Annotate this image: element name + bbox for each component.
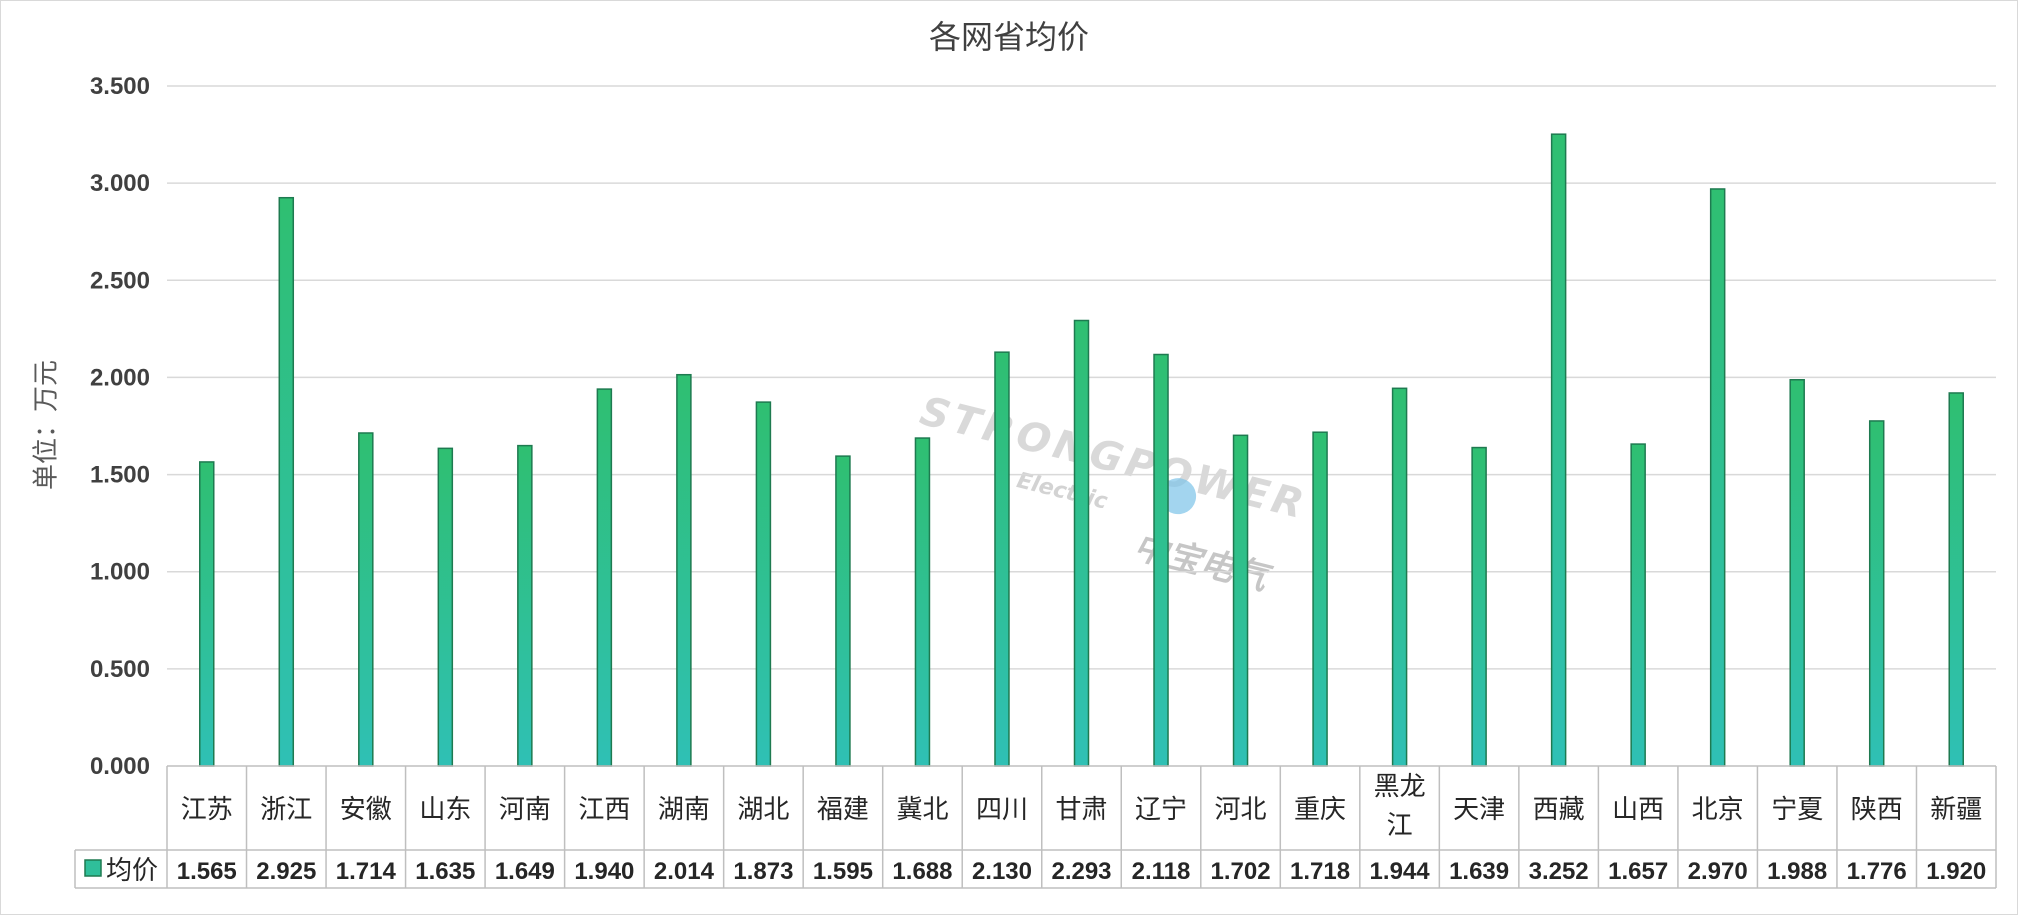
watermark-globe [1160, 478, 1197, 515]
data-label: 1.873 [733, 858, 793, 885]
y-tick-label: 1.000 [90, 559, 150, 586]
bar [517, 444, 533, 767]
data-label: 1.649 [495, 858, 555, 885]
x-tick-label: 河北 [1215, 795, 1267, 825]
bar [835, 455, 851, 767]
bar [1073, 319, 1090, 767]
x-tick-label: 湖北 [737, 795, 789, 825]
bar [358, 432, 374, 767]
watermark-line3: 中宝电气 [1130, 527, 1276, 600]
x-tick-label: 宁夏 [1771, 795, 1823, 825]
data-label: 2.118 [1132, 858, 1191, 885]
x-tick-label: 辽宁 [1135, 795, 1187, 825]
data-label: 2.925 [256, 858, 316, 885]
chart-title: 各网省均价 [928, 18, 1089, 56]
bar [1630, 443, 1646, 767]
bar [278, 196, 295, 767]
data-label: 3.252 [1529, 858, 1589, 885]
x-tick-label: 四川 [976, 795, 1028, 825]
x-tick-label: 江苏 [181, 795, 233, 825]
bar [1153, 353, 1169, 767]
data-label: 1.702 [1211, 858, 1271, 885]
bar [1312, 431, 1328, 767]
data-label: 1.635 [415, 858, 475, 885]
bar [1789, 379, 1805, 767]
legend-key [84, 859, 102, 877]
x-tick-label: 甘肃 [1055, 795, 1107, 825]
x-tick-label: 重庆 [1294, 795, 1346, 825]
data-label: 1.718 [1290, 858, 1350, 885]
data-label: 1.988 [1767, 858, 1827, 885]
y-tick-label: 0.500 [90, 656, 150, 683]
y-tick-label: 1.500 [90, 462, 150, 489]
x-tick-label: 福建 [817, 795, 869, 825]
bar [914, 437, 931, 767]
data-label: 1.595 [813, 858, 873, 885]
y-tick-label: 2.500 [90, 267, 150, 294]
x-tick-label: 浙江 [260, 795, 312, 825]
data-label: 1.920 [1926, 858, 1986, 885]
bar [676, 373, 692, 767]
data-label: 1.944 [1370, 858, 1431, 885]
x-tick-label: 湖南 [658, 795, 710, 825]
x-tick-label: 河南 [499, 795, 551, 825]
x-tick-label: 江西 [578, 795, 630, 825]
bar [596, 388, 613, 767]
x-tick-label: 黑龙 [1374, 772, 1426, 802]
watermark-line1: STRONGPOWER [916, 388, 1312, 529]
data-label: 1.776 [1847, 858, 1907, 885]
bar [199, 461, 215, 767]
x-tick-label: 江 [1387, 811, 1413, 841]
data-label: 1.565 [177, 858, 237, 885]
x-tick-label: 陕西 [1851, 795, 1903, 825]
x-tick-label: 安徽 [340, 795, 392, 825]
y-tick-label: 0.000 [90, 753, 150, 780]
data-label: 1.657 [1608, 858, 1668, 885]
bar [1709, 188, 1726, 767]
data-label: 1.940 [574, 858, 634, 885]
x-tick-label: 新疆 [1930, 795, 1982, 825]
x-tick-label: 西藏 [1533, 795, 1585, 825]
legend-label: 均价 [106, 856, 158, 886]
data-label: 2.293 [1051, 858, 1111, 885]
x-tick-label: 山东 [419, 795, 471, 825]
y-tick-label: 3.500 [90, 73, 150, 100]
bar [1948, 392, 1964, 767]
bar [1868, 420, 1885, 767]
bar [755, 401, 772, 767]
x-tick-label: 山西 [1612, 795, 1664, 825]
data-label: 2.970 [1688, 858, 1748, 885]
bar [437, 447, 454, 767]
y-tick-label: 3.000 [90, 170, 150, 197]
x-tick-label: 冀北 [896, 795, 948, 825]
x-tick-label: 天津 [1453, 795, 1505, 825]
bar [1391, 387, 1408, 767]
data-label: 1.688 [892, 858, 952, 885]
data-label: 1.714 [336, 858, 397, 885]
data-label: 1.639 [1449, 858, 1509, 885]
x-tick-label: 北京 [1692, 795, 1744, 825]
data-label: 2.130 [972, 858, 1032, 885]
bar [1232, 434, 1249, 767]
data-label: 2.014 [654, 858, 715, 885]
y-tick-label: 2.000 [90, 364, 150, 391]
bar [1550, 133, 1567, 767]
bar [994, 351, 1010, 767]
bar [1471, 446, 1487, 767]
